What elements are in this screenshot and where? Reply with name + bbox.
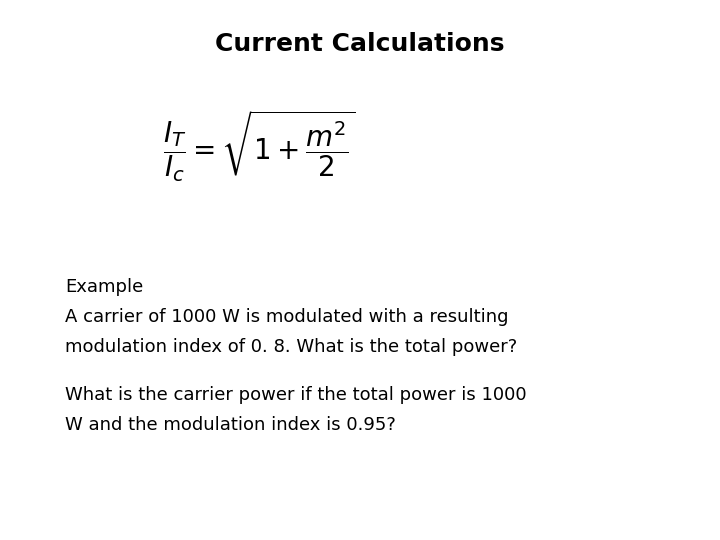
Text: $\dfrac{I_T}{I_c} = \sqrt{1 + \dfrac{m^2}{2}}$: $\dfrac{I_T}{I_c} = \sqrt{1 + \dfrac{m^2… xyxy=(163,108,356,184)
Text: modulation index of 0. 8. What is the total power?: modulation index of 0. 8. What is the to… xyxy=(65,338,517,355)
Text: Example: Example xyxy=(65,278,143,296)
Text: W and the modulation index is 0.95?: W and the modulation index is 0.95? xyxy=(65,416,396,434)
Text: A carrier of 1000 W is modulated with a resulting: A carrier of 1000 W is modulated with a … xyxy=(65,308,508,326)
Text: Current Calculations: Current Calculations xyxy=(215,32,505,56)
Text: What is the carrier power if the total power is 1000: What is the carrier power if the total p… xyxy=(65,386,526,404)
